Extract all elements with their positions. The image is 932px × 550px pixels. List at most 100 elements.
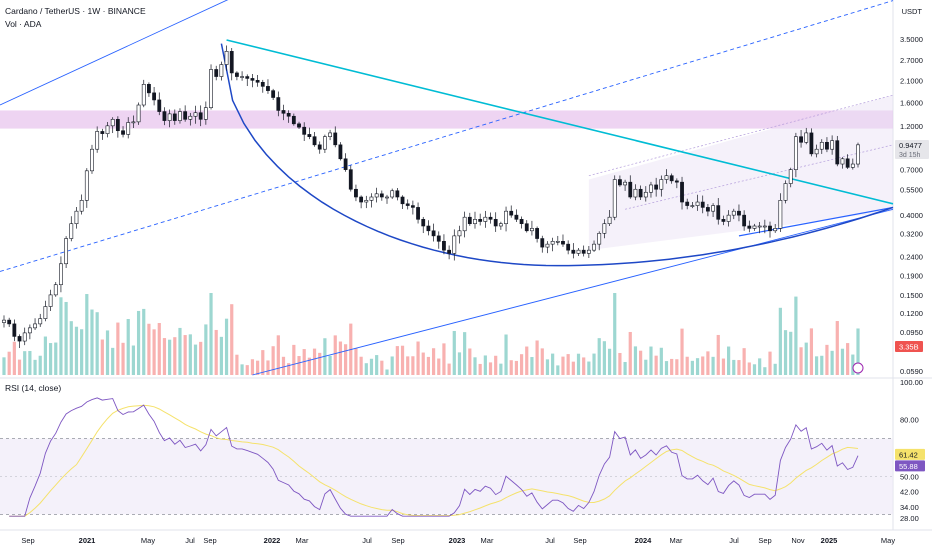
volume-bar xyxy=(95,312,99,375)
volume-bar xyxy=(514,360,518,375)
volume-bar xyxy=(711,356,715,375)
candle-body xyxy=(804,132,809,143)
volume-bar xyxy=(820,355,824,375)
candle-body xyxy=(586,249,591,254)
candle-body xyxy=(229,51,234,74)
candle-body xyxy=(255,80,260,83)
candle-body xyxy=(447,249,452,254)
candle-body xyxy=(524,223,529,232)
rsi-value-box xyxy=(895,460,925,472)
volume-bar xyxy=(292,344,296,375)
time-tick-label: 2021 xyxy=(79,536,96,545)
candle-body xyxy=(276,97,281,111)
time-tick-label: 2023 xyxy=(449,536,466,545)
volume-bar xyxy=(830,350,834,375)
candle-body xyxy=(266,86,270,91)
volume-bar xyxy=(307,357,311,375)
volume-bar xyxy=(706,351,710,375)
candle-body xyxy=(12,323,17,337)
volume-bar xyxy=(690,360,694,375)
price-tick-label: 0.1200 xyxy=(900,309,923,318)
last-price-label: 0.9477 xyxy=(899,141,922,150)
volume-bar xyxy=(794,296,798,375)
volume-bar xyxy=(856,328,860,375)
volume-bar xyxy=(136,310,141,375)
candle-body xyxy=(799,136,803,143)
candle-body xyxy=(716,205,721,220)
volume-bar xyxy=(457,352,462,375)
volume-bar xyxy=(199,341,203,375)
candle-body xyxy=(850,163,855,168)
candle-body xyxy=(462,216,467,232)
volume-bar xyxy=(675,359,679,375)
candle-body xyxy=(69,223,74,239)
candle-body xyxy=(747,225,752,229)
volume-bar xyxy=(395,346,399,375)
volume-bar xyxy=(131,345,135,375)
volume-bar xyxy=(747,362,751,375)
volume-bar xyxy=(530,357,534,375)
rsi-legend: RSI (14, close) xyxy=(5,383,62,393)
price-tick-label: 1.2000 xyxy=(900,122,923,131)
candle-body xyxy=(53,284,58,296)
rsi-value-label: 55.88 xyxy=(899,462,918,471)
volume-bar xyxy=(271,346,275,375)
volume-bar xyxy=(644,359,648,375)
price-tick-label: 0.0590 xyxy=(900,367,923,376)
volume-bar xyxy=(178,327,182,375)
candle-body xyxy=(209,69,213,108)
price-tick-label: 0.1500 xyxy=(900,291,923,300)
price-tick-label: 2.7000 xyxy=(900,56,923,65)
volume-bar xyxy=(328,355,332,375)
price-tick-label: 0.5500 xyxy=(900,185,923,194)
candle-body xyxy=(178,111,182,121)
time-tick-label: Mar xyxy=(296,536,309,545)
candle-body xyxy=(421,219,426,227)
price-tick-label: 2.1000 xyxy=(900,76,923,85)
candle-body xyxy=(90,148,94,172)
candle-body xyxy=(540,238,545,248)
volume-bar xyxy=(525,346,529,375)
candle-body xyxy=(302,126,307,135)
candle-body xyxy=(706,207,710,212)
volume-bar xyxy=(483,355,487,375)
volume-bar xyxy=(245,365,249,375)
candle-body xyxy=(167,113,172,121)
candle-body xyxy=(768,225,772,232)
volume-bar xyxy=(380,360,384,375)
candle-body xyxy=(788,169,793,184)
channel-mid-dotted xyxy=(625,144,894,210)
candle-body xyxy=(281,110,286,114)
candle-body xyxy=(519,219,524,225)
candle-body xyxy=(835,140,840,165)
candle-body xyxy=(762,225,767,228)
volume-bar xyxy=(535,340,539,375)
volume-bar xyxy=(105,330,110,375)
candle-body xyxy=(783,183,788,201)
volume-bar xyxy=(437,358,441,375)
candle-body xyxy=(457,230,462,237)
volume-bar xyxy=(463,332,467,375)
countdown-label: 3d 15h xyxy=(899,152,921,159)
candle-body xyxy=(385,196,389,199)
candle-body xyxy=(695,201,700,206)
candle-body xyxy=(369,196,374,201)
volume-bar xyxy=(266,360,270,375)
volume-bar xyxy=(783,330,788,375)
candle-body xyxy=(322,136,327,150)
volume-bar xyxy=(100,339,104,375)
rsi-tick-label: 50.00 xyxy=(900,472,919,481)
time-tick-label: Mar xyxy=(481,536,494,545)
volume-bar xyxy=(69,321,73,375)
candle-body xyxy=(22,332,27,342)
volume-bar xyxy=(504,334,508,375)
volume-bar xyxy=(426,356,431,375)
volume-bar xyxy=(664,361,669,375)
candle-body xyxy=(509,210,514,216)
candle-body xyxy=(623,181,627,186)
volume-bar xyxy=(840,348,845,375)
candle-body xyxy=(825,141,829,150)
candle-body xyxy=(162,111,167,121)
rsi-ma-value-box xyxy=(895,448,925,460)
